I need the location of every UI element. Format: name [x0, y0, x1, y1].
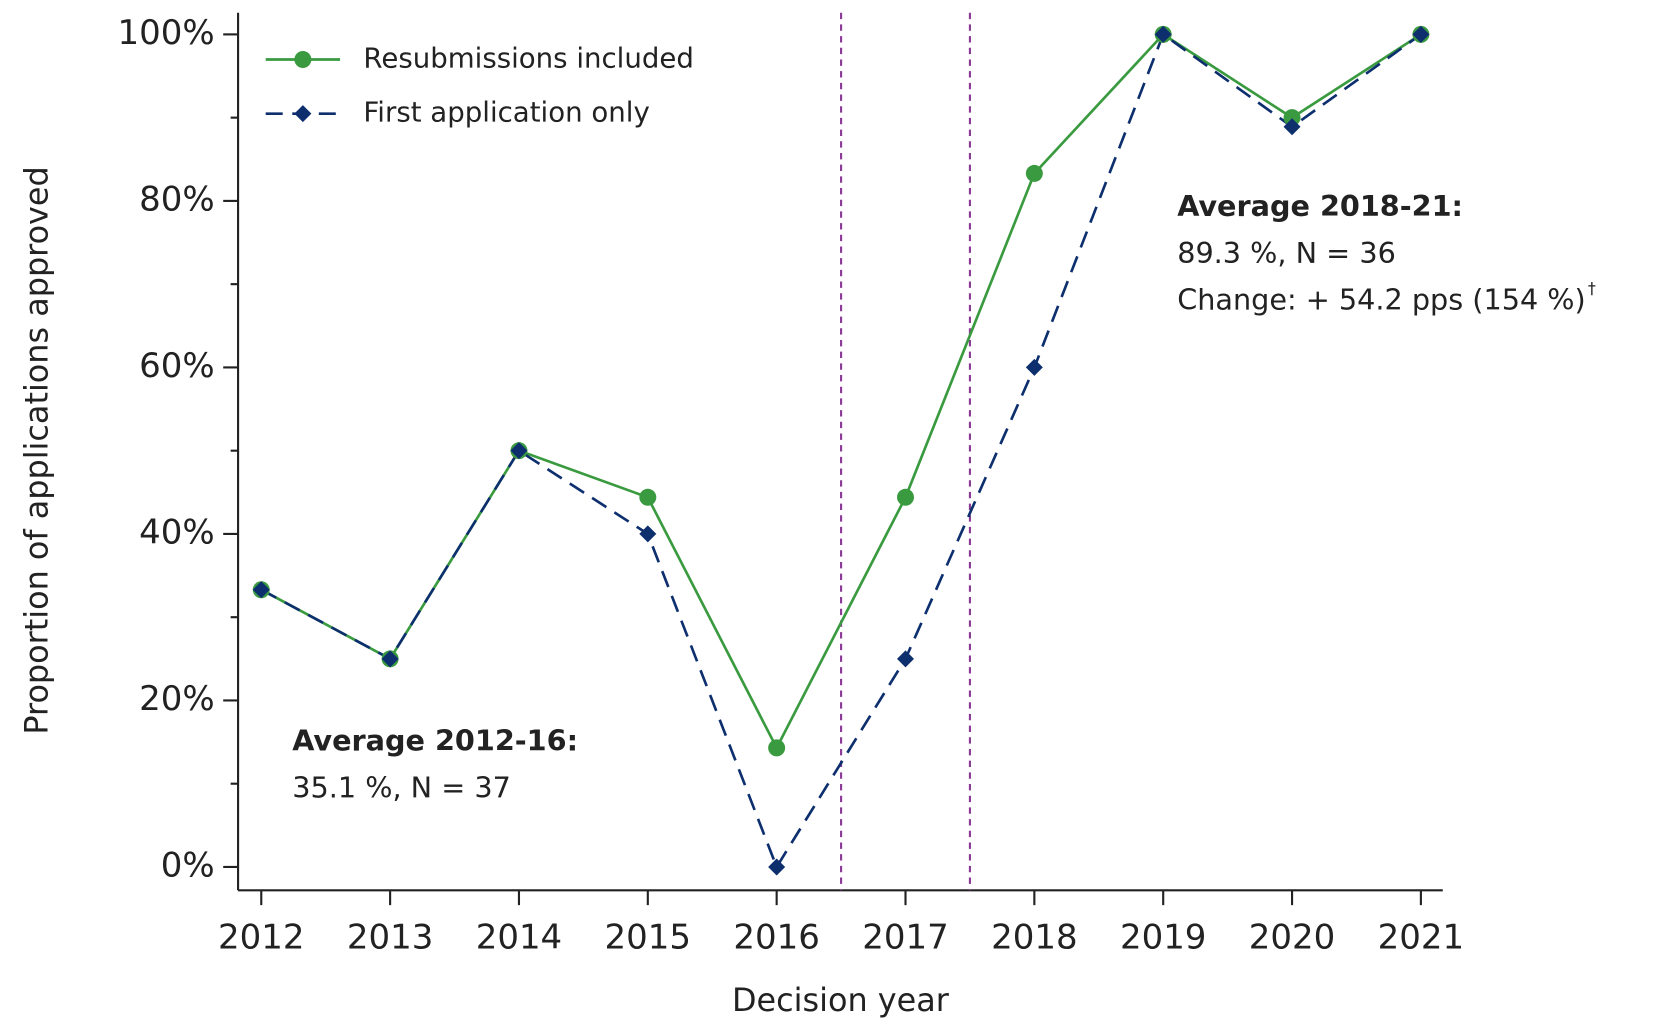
x-tick-label: 2019 — [1120, 918, 1207, 958]
x-tick-label: 2013 — [347, 918, 434, 958]
point — [768, 858, 786, 876]
y-tick-label: 100% — [118, 13, 215, 53]
y-tick-label: 80% — [139, 179, 215, 219]
legend-label: Resubmissions included — [363, 41, 693, 74]
point — [1025, 164, 1043, 182]
x-tick-label: 2017 — [862, 918, 949, 958]
x-tick-label: 2014 — [476, 918, 563, 958]
point — [639, 525, 657, 543]
y-tick-label: 40% — [139, 512, 215, 552]
x-axis-label: Decision year — [732, 981, 950, 1019]
point — [1283, 109, 1301, 127]
point — [897, 488, 915, 506]
annotation-heading: Average 2018-21: — [1177, 189, 1463, 223]
y-tick-label: 60% — [139, 346, 215, 386]
x-tick-label: 2012 — [218, 918, 305, 958]
point — [1025, 358, 1043, 376]
annotation-text: 35.1 %, N = 37 — [292, 770, 511, 804]
y-tick-label: 0% — [161, 845, 215, 885]
annotation-note-mark: † — [1588, 278, 1596, 297]
point — [639, 488, 657, 506]
point — [897, 650, 915, 668]
point — [252, 581, 270, 599]
point — [510, 442, 528, 460]
y-tick-label: 20% — [139, 679, 215, 719]
x-tick-label: 2016 — [733, 918, 819, 958]
annotation-text: 89.3 %, N = 36 — [1177, 236, 1396, 270]
annotation-text: Change: + 54.2 pps (154 %) — [1177, 283, 1586, 317]
x-tick-label: 2018 — [991, 918, 1078, 958]
y-axis-label: Proportion of applications approved — [17, 166, 55, 734]
legend-label: First application only — [363, 96, 649, 129]
x-tick-label: 2021 — [1378, 918, 1465, 958]
annotation-heading: Average 2012-16: — [292, 724, 578, 758]
point — [768, 739, 786, 757]
x-tick-label: 2020 — [1249, 918, 1336, 958]
point — [1283, 118, 1301, 136]
point — [1412, 25, 1430, 43]
legend-marker — [294, 105, 312, 123]
legend-marker — [294, 50, 312, 68]
point — [1154, 25, 1172, 43]
x-tick-label: 2015 — [605, 918, 692, 958]
series-line — [260, 32, 1422, 870]
